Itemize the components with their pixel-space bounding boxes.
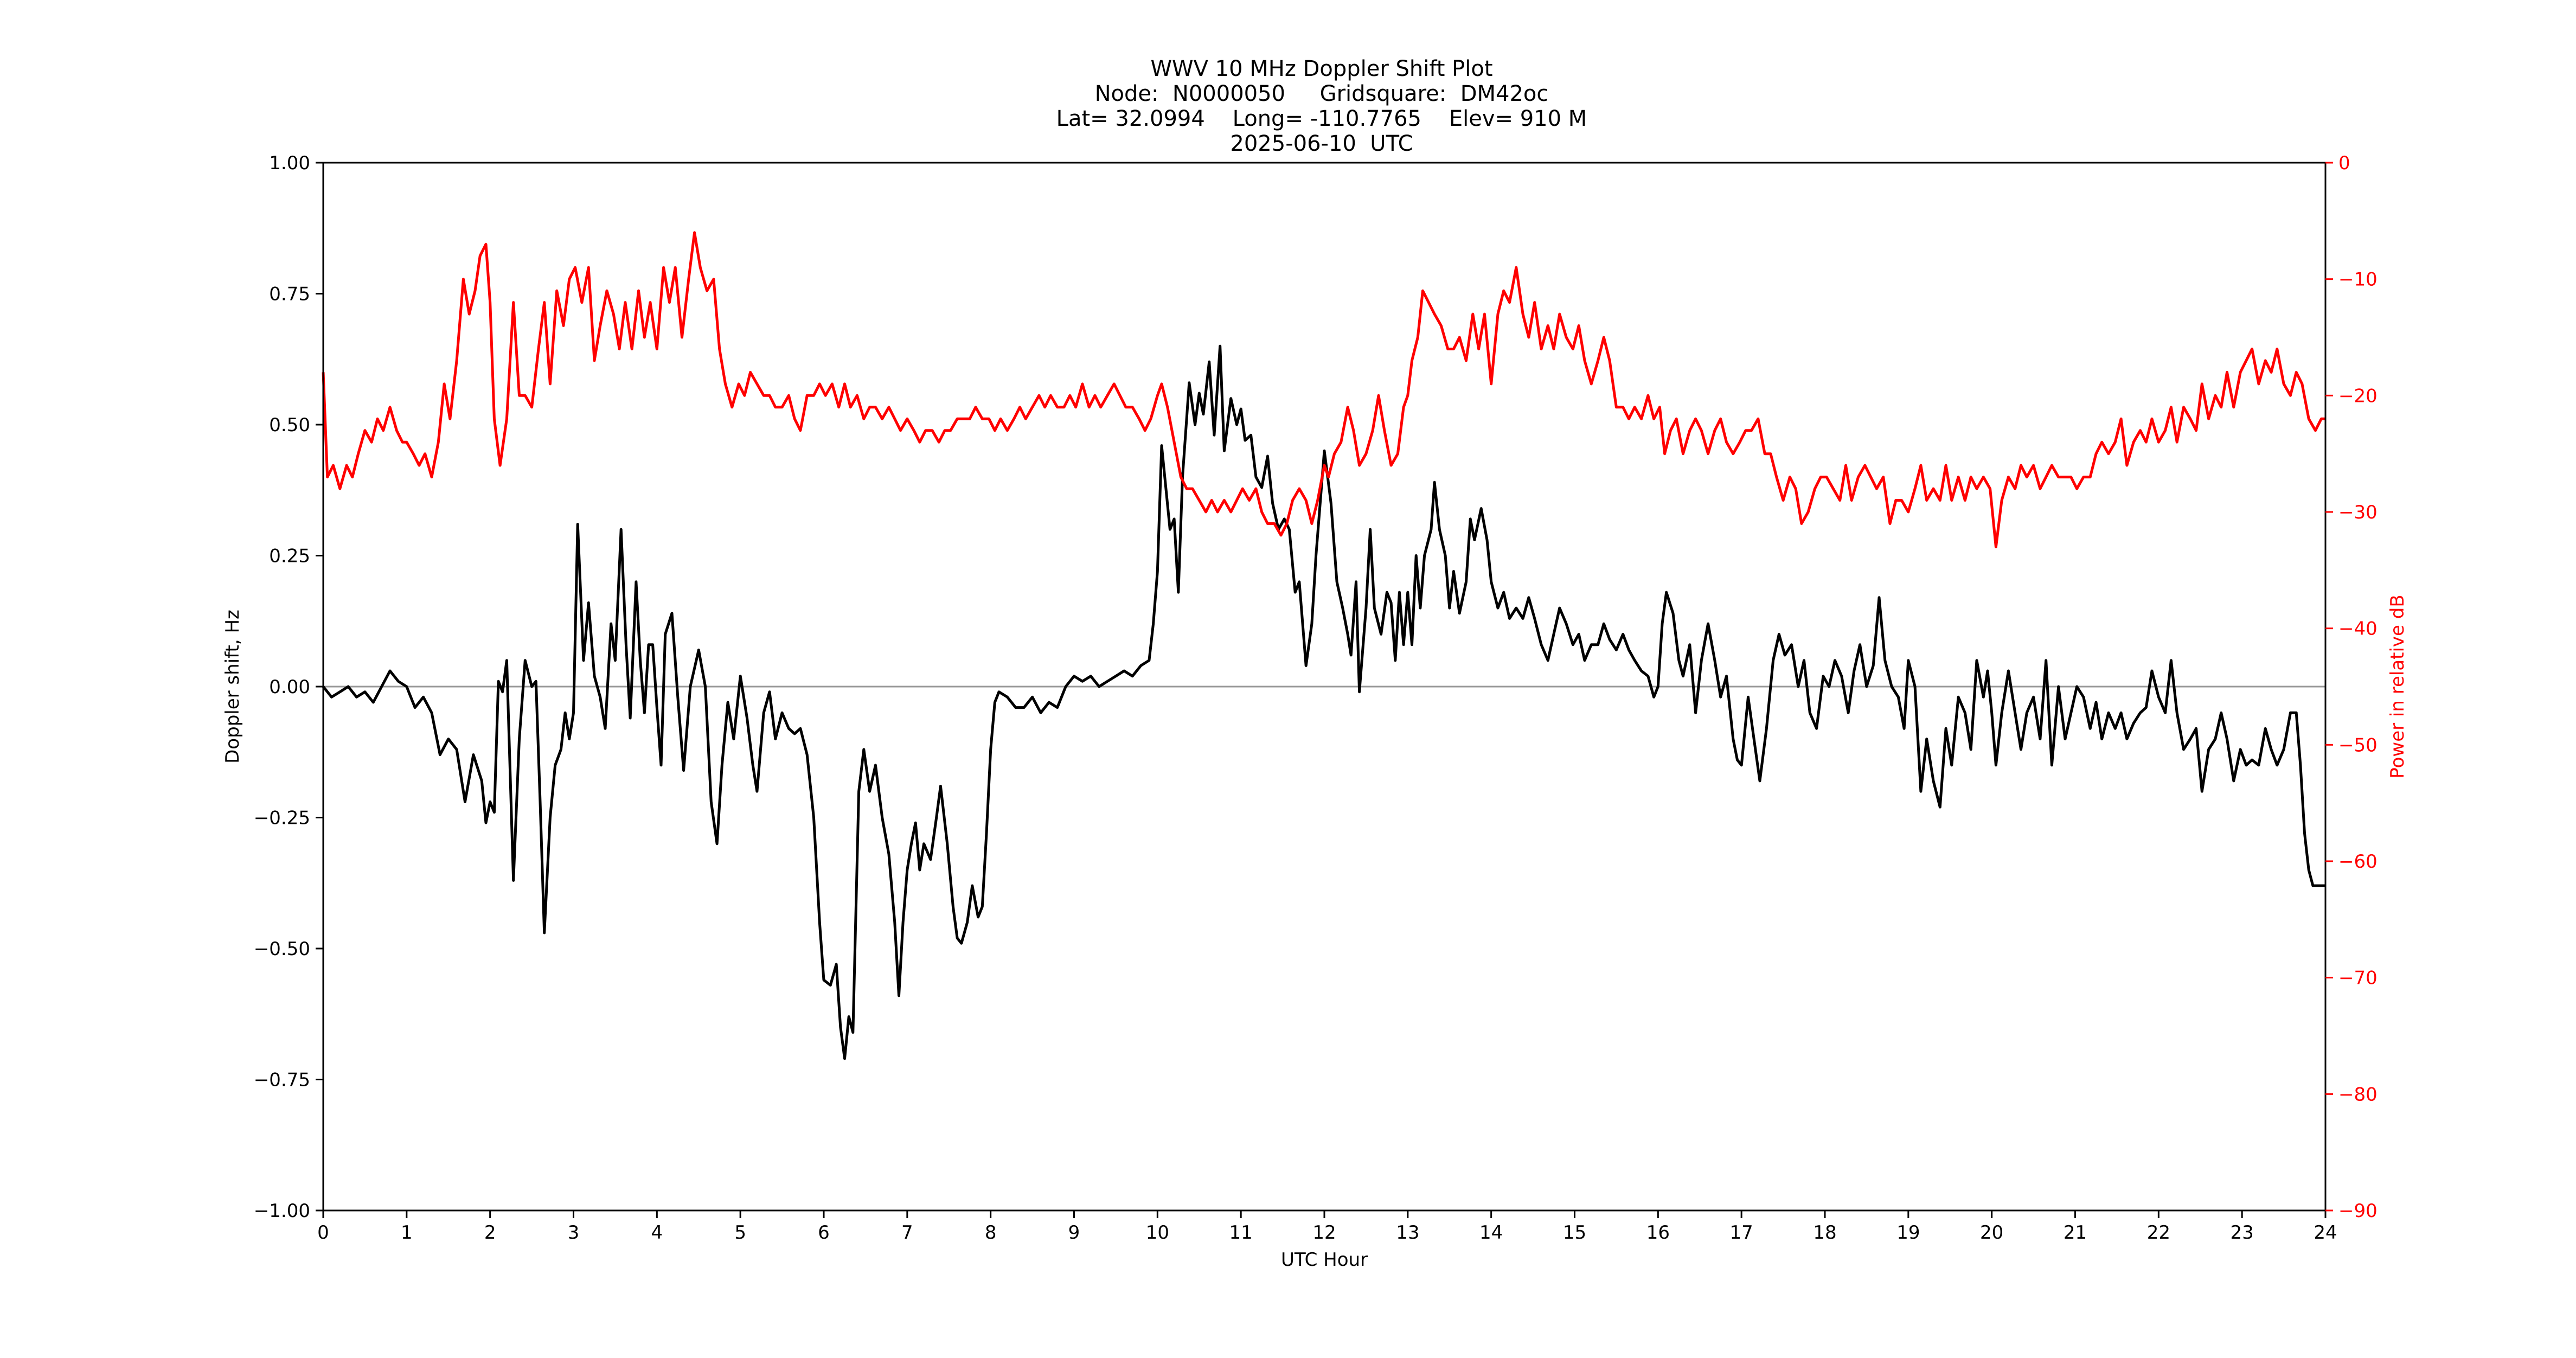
x-tick-label: 20 <box>1980 1222 2003 1244</box>
x-tick-label: 22 <box>2147 1222 2170 1244</box>
y-left-tick-label: 0.00 <box>269 676 310 698</box>
x-tick-label: 0 <box>317 1222 329 1244</box>
x-tick-label: 9 <box>1068 1222 1080 1244</box>
title-line-3: Lat= 32.0994 Long= -110.7765 Elev= 910 M <box>1056 106 1587 131</box>
x-tick-label: 15 <box>1563 1222 1586 1244</box>
y-right-tick-label: −50 <box>2338 734 2378 756</box>
y-right-tick-label: −80 <box>2338 1084 2378 1105</box>
x-tick-label: 14 <box>1479 1222 1503 1244</box>
x-tick-label: 3 <box>568 1222 580 1244</box>
doppler-series-line <box>322 344 2325 1060</box>
y-left-tick-label: 1.00 <box>269 152 310 174</box>
x-tick-label: 13 <box>1396 1222 1419 1244</box>
y-left-tick-label: 0.50 <box>269 414 310 436</box>
x-tick-label: 16 <box>1646 1222 1670 1244</box>
y-right-tick-label: −60 <box>2338 851 2378 873</box>
x-tick-label: 2 <box>484 1222 496 1244</box>
y-right-tick-label: −90 <box>2338 1200 2378 1222</box>
title-line-1: WWV 10 MHz Doppler Shift Plot <box>1150 56 1492 81</box>
x-tick-label: 18 <box>1813 1222 1836 1244</box>
power-series-line <box>322 231 2325 548</box>
y-right-tick-label: −30 <box>2338 502 2378 523</box>
x-tick-label: 6 <box>818 1222 830 1244</box>
x-tick-label: 8 <box>985 1222 997 1244</box>
y-left-tick-label: 0.75 <box>269 284 310 305</box>
y-right-tick-label: −70 <box>2338 968 2378 989</box>
x-tick-label: 12 <box>1312 1222 1336 1244</box>
x-tick-label: 17 <box>1730 1222 1753 1244</box>
x-tick-label: 23 <box>2231 1222 2254 1244</box>
y-right-tick-label: −20 <box>2338 385 2378 407</box>
y-axis-label-left: Doppler shift, Hz <box>222 610 243 764</box>
y-axis-label-right: Power in relative dB <box>2387 594 2408 778</box>
x-tick-label: 7 <box>901 1222 913 1244</box>
y-left-tick-label: −0.25 <box>254 808 310 829</box>
x-tick-label: 24 <box>2314 1222 2337 1244</box>
x-tick-label: 4 <box>651 1222 663 1244</box>
x-tick-label: 1 <box>401 1222 413 1244</box>
y-left-tick-label: −1.00 <box>254 1200 310 1222</box>
y-left-tick-label: 0.25 <box>269 546 310 567</box>
title-line-4: 2025-06-10 UTC <box>1230 131 1413 156</box>
x-tick-label: 19 <box>1896 1222 1920 1244</box>
title-line-2: Node: N0000050 Gridsquare: DM42oc <box>1095 81 1549 106</box>
y-left-tick-label: −0.75 <box>254 1069 310 1091</box>
y-right-tick-label: −10 <box>2338 269 2378 291</box>
x-tick-label: 5 <box>734 1222 746 1244</box>
x-tick-label: 21 <box>2064 1222 2087 1244</box>
chart-title: WWV 10 MHz Doppler Shift Plot Node: N000… <box>1056 56 1587 156</box>
y-right-tick-label: −40 <box>2338 618 2378 640</box>
y-left-tick-label: −0.50 <box>254 938 310 960</box>
x-tick-label: 11 <box>1229 1222 1253 1244</box>
x-axis-label: UTC Hour <box>1281 1249 1368 1271</box>
y-right-tick-label: 0 <box>2338 152 2350 174</box>
x-tick-label: 10 <box>1146 1222 1169 1244</box>
